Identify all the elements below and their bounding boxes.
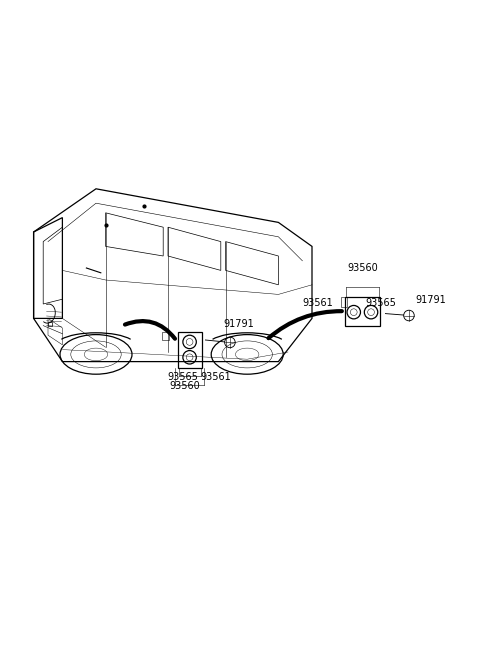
Text: 93560: 93560 (347, 263, 378, 273)
Text: 93565: 93565 (366, 298, 396, 308)
Text: 91791: 91791 (415, 295, 446, 305)
Text: 91791: 91791 (223, 319, 254, 329)
Text: 93561: 93561 (201, 372, 231, 382)
Text: 93565: 93565 (167, 372, 198, 382)
Text: 93560: 93560 (169, 380, 200, 391)
Text: 93561: 93561 (303, 298, 334, 308)
